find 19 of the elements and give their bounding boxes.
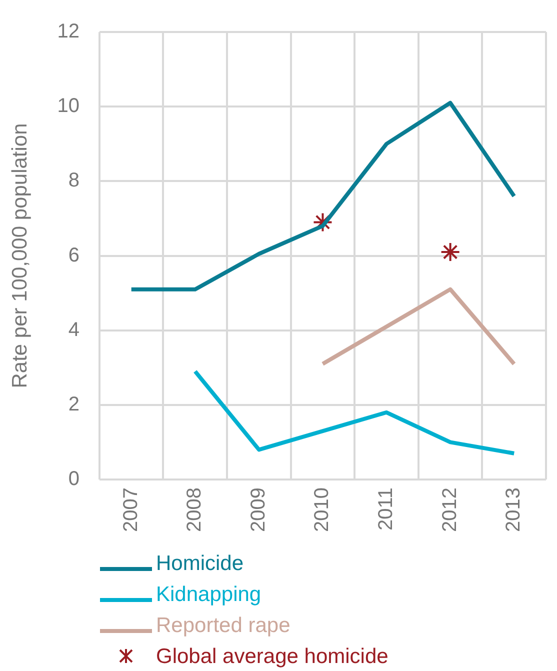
y-tick-label: 2 — [68, 393, 80, 416]
legend-label: Kidnapping — [156, 582, 262, 608]
y-tick-label: 8 — [68, 170, 80, 192]
y-tick-label: 12 — [57, 20, 80, 43]
x-tick-label: 2012 — [438, 488, 461, 532]
x-tick-label: 2013 — [502, 488, 525, 532]
legend-label: Homicide — [156, 551, 244, 577]
legend-label: Global average homicide — [156, 644, 388, 670]
x-tick-label: 2007 — [120, 488, 142, 532]
x-tick-label: 2009 — [247, 488, 270, 532]
y-tick-label: 0 — [68, 468, 80, 490]
x-tick-label: 2008 — [184, 488, 206, 532]
x-tick-label: 2011 — [375, 488, 398, 531]
y-tick-label: 10 — [57, 95, 80, 118]
y-tick-label: 4 — [68, 318, 80, 341]
y-axis-title: Rate per 100,000 population — [8, 123, 32, 388]
legend-label: Reported rape — [156, 613, 290, 639]
x-tick-label: 2010 — [311, 488, 334, 532]
y-tick-label: 6 — [68, 244, 80, 266]
